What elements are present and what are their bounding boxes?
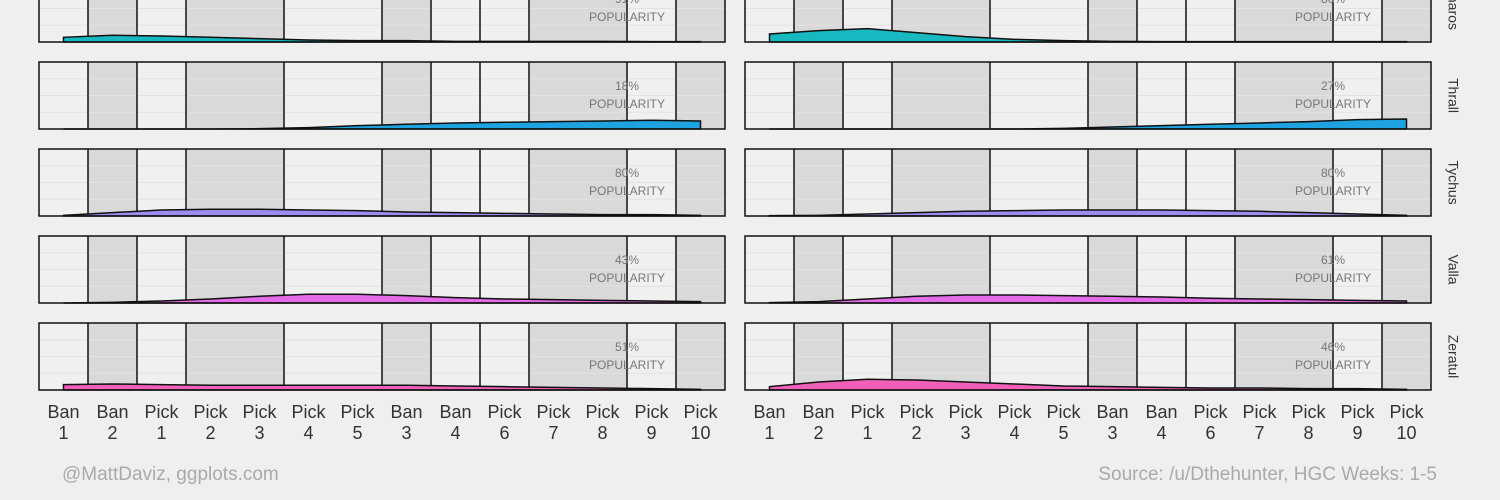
- x-tick-label: Pick 1: [850, 402, 885, 443]
- x-tick-label: Pick 9: [634, 402, 669, 443]
- x-tick-label: Ban 2: [96, 402, 129, 443]
- x-tick-label: Ban 4: [1145, 402, 1178, 443]
- density-area: [62, 208, 702, 217]
- panel-border: [38, 0, 726, 43]
- annotation: 27%: [1321, 79, 1345, 93]
- slot-shade: [1382, 0, 1431, 42]
- facet-label: Zeratul: [1445, 335, 1461, 379]
- x-tick-label: Pick 10: [1389, 402, 1424, 443]
- credit: @MattDaviz, ggplots.com: [62, 464, 279, 485]
- slot-shade: [1088, 0, 1137, 42]
- density-area: [63, 293, 702, 304]
- source: Source: /u/Dthehunter, HGC Weeks: 1-5: [1098, 464, 1437, 485]
- slot-shade: [529, 0, 578, 42]
- x-tick-label: Ban 3: [1096, 402, 1129, 443]
- annotation-note: POPULARITY: [1295, 10, 1371, 24]
- panel-border: [744, 148, 1432, 217]
- annotation-note: POPULARITY: [589, 184, 665, 198]
- x-tick-label: Pick 3: [242, 402, 277, 443]
- annotation-note: POPULARITY: [1295, 271, 1371, 285]
- x-tick-label: Pick 2: [193, 402, 228, 443]
- annotation: 18%: [615, 79, 639, 93]
- facet-label: Tychus: [1445, 160, 1461, 204]
- panel-border: [38, 322, 726, 391]
- annotation: 80%: [1321, 166, 1345, 180]
- slot-shade: [578, 0, 627, 42]
- annotation: 86%: [1321, 0, 1345, 6]
- annotation: 46%: [1321, 340, 1345, 354]
- slot-shade: [186, 0, 235, 42]
- annotation: 51%: [615, 340, 639, 354]
- panel-border: [744, 322, 1432, 391]
- x-tick-label: Pick 10: [683, 402, 718, 443]
- panel-border: [744, 235, 1432, 304]
- density-area: [62, 383, 702, 391]
- density-area: [768, 209, 1408, 217]
- facet-label: Thrall: [1445, 78, 1461, 113]
- x-tick-label: Pick 6: [487, 402, 522, 443]
- annotation-note: POPULARITY: [1295, 184, 1371, 198]
- density-area: [768, 378, 1408, 391]
- annotation: 80%: [615, 166, 639, 180]
- panel-border: [744, 0, 1432, 43]
- density-area: [768, 294, 1408, 304]
- x-tick-label: Pick 5: [1046, 402, 1081, 443]
- slot-shade: [1284, 0, 1333, 42]
- x-tick-label: Pick 8: [585, 402, 620, 443]
- x-tick-label: Pick 6: [1193, 402, 1228, 443]
- x-tick-label: Pick 7: [536, 402, 571, 443]
- x-tick-label: Pick 8: [1291, 402, 1326, 443]
- x-tick-label: Ban 2: [802, 402, 835, 443]
- x-tick-label: Pick 5: [340, 402, 375, 443]
- slot-shade: [382, 0, 431, 42]
- annotation-note: POPULARITY: [1295, 358, 1371, 372]
- x-tick-label: Pick 2: [899, 402, 934, 443]
- slot-shade: [235, 0, 284, 42]
- annotation-note: POPULARITY: [589, 10, 665, 24]
- x-tick-label: Pick 4: [997, 402, 1032, 443]
- panel-border: [38, 235, 726, 304]
- x-tick-label: Pick 9: [1340, 402, 1375, 443]
- annotation: 91%: [615, 0, 639, 6]
- panel-border: [38, 61, 726, 130]
- annotation-note: POPULARITY: [589, 358, 665, 372]
- x-tick-label: Ban 1: [753, 402, 786, 443]
- panel-border: [38, 148, 726, 217]
- x-tick-label: Ban 1: [47, 402, 80, 443]
- x-tick-label: Pick 3: [948, 402, 983, 443]
- x-tick-label: Pick 1: [144, 402, 179, 443]
- facet-label: Valla: [1445, 254, 1461, 284]
- x-tick-label: Ban 3: [390, 402, 423, 443]
- annotation-note: POPULARITY: [589, 97, 665, 111]
- annotation: 43%: [615, 253, 639, 267]
- slot-shade: [1235, 0, 1284, 42]
- annotation-note: POPULARITY: [589, 271, 665, 285]
- x-tick-label: Ban 4: [439, 402, 472, 443]
- x-tick-label: Pick 7: [1242, 402, 1277, 443]
- slot-shade: [676, 0, 725, 42]
- annotation-note: POPULARITY: [1295, 97, 1371, 111]
- annotation: 61%: [1321, 253, 1345, 267]
- x-tick-label: Pick 4: [291, 402, 326, 443]
- panel-border: [744, 61, 1432, 130]
- facet-label: gharos: [1445, 0, 1461, 30]
